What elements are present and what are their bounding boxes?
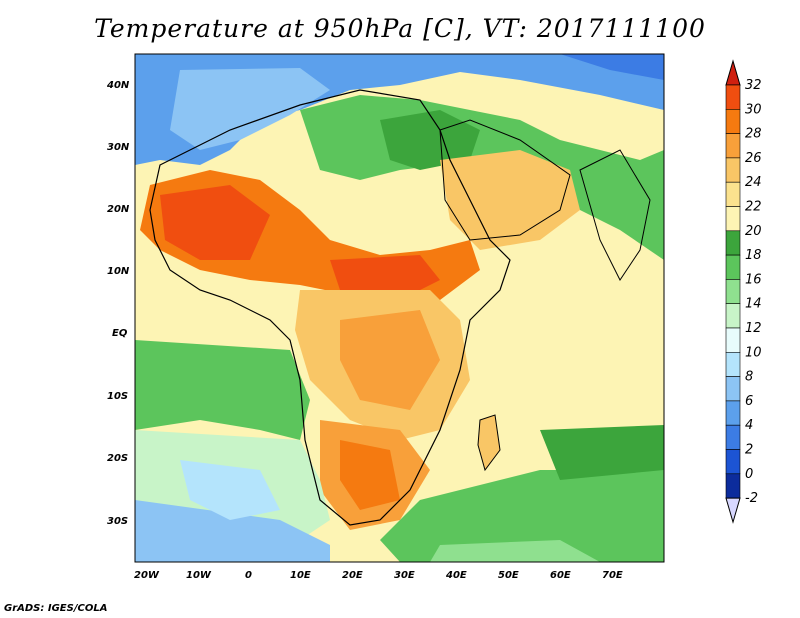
colorbar-label: 0 [745,467,753,482]
lon-tick-label: 30E [394,570,415,581]
colorbar-label: 26 [745,151,762,166]
mediterranean-cool [170,68,330,150]
south-atlantic-cool [135,500,330,562]
colorbar-swatch [725,424,741,450]
lat-axis: 40N 30N 20N 10N EQ 10S 20S 30S [106,80,130,527]
lon-axis: 20W 10W 0 10E 20E 30E 40E 50E 60E 70E [134,570,623,581]
colorbar-swatch [725,303,741,329]
lat-tick-label: 20N [107,204,130,215]
lat-tick-label: 30S [107,516,128,527]
colorbar-swatch [725,400,741,426]
kalahari-hot [340,440,400,510]
arabia-warm [440,150,580,250]
colorbar-swatch [725,279,741,304]
lat-tick-label: 30N [107,142,130,153]
indian-ocean-deep-green [540,425,664,480]
colorbar-label: 10 [745,345,762,360]
colorbar-label: 24 [745,175,762,190]
lon-tick-label: 0 [245,570,252,581]
madagascar [477,414,501,472]
benguela-cool [180,460,280,520]
indian-ocean-light [430,540,600,562]
colorbar-swatch [725,157,741,183]
colorbar-swatch [725,351,741,377]
colorbar-label: 28 [745,127,762,142]
india-coastline [579,149,651,281]
colorbar-swatch [725,109,741,134]
lat-tick-label: EQ [112,328,128,339]
lon-tick-label: 10E [290,570,311,581]
lat-tick-label: 10N [107,266,130,277]
colorbar-label: 18 [745,248,762,263]
map-title: Temperature at 950hPa [C], VT: 201711110… [94,14,706,43]
colorbar-label: 8 [745,370,753,385]
map-panel [134,53,665,563]
central-hot [330,255,440,300]
colorbar-label: 2 [745,443,753,458]
lat-tick-label: 20S [107,453,128,464]
colorbar-label: 12 [745,321,762,336]
colorbar-swatch [725,327,741,353]
lon-tick-label: 50E [498,570,519,581]
lon-tick-label: 10W [186,570,212,581]
colorbar-swatch [725,181,741,207]
arabia-coastline [439,119,571,241]
north-east-cold [560,54,664,80]
colorbar-top-arrow [725,59,741,86]
west-africa-hottest [160,185,270,260]
colorbar-label: 4 [745,418,753,433]
lon-tick-label: 40E [445,570,467,581]
colorbar-label: 20 [745,224,762,239]
congo-basin [340,310,440,410]
colorbar-label: 22 [745,200,762,215]
colorbar-label: 32 [745,78,762,93]
colorbar-swatch [725,133,741,159]
lon-tick-label: 20W [134,570,160,581]
colorbar-label: 14 [745,297,762,312]
colorbar-label: 30 [745,102,762,117]
lat-tick-label: 10S [107,391,128,402]
colorbar-swatch [725,449,741,475]
lon-tick-label: 60E [550,570,571,581]
south-atlantic-green [135,340,310,440]
colorbar-swatch [725,84,741,110]
credit-label: GrADS: IGES/COLA [4,603,108,614]
lon-tick-label: 20E [342,570,363,581]
colorbar-swatch [725,473,741,499]
colorbar-label: -2 [745,491,758,506]
colorbar-label: 6 [745,394,753,409]
colorbar-bottom-arrow [725,497,741,524]
lon-tick-label: 70E [602,570,623,581]
colorbar-label: 16 [745,272,762,287]
colorbar-swatch [725,254,741,280]
colorbar-swatch [725,230,741,256]
colorbar-swatch [725,206,741,232]
colorbar-swatch [725,376,741,402]
africa-coastline [149,89,511,526]
indian-ocean-green [380,460,664,562]
map-frame [134,53,665,563]
lat-tick-label: 40N [106,80,130,91]
